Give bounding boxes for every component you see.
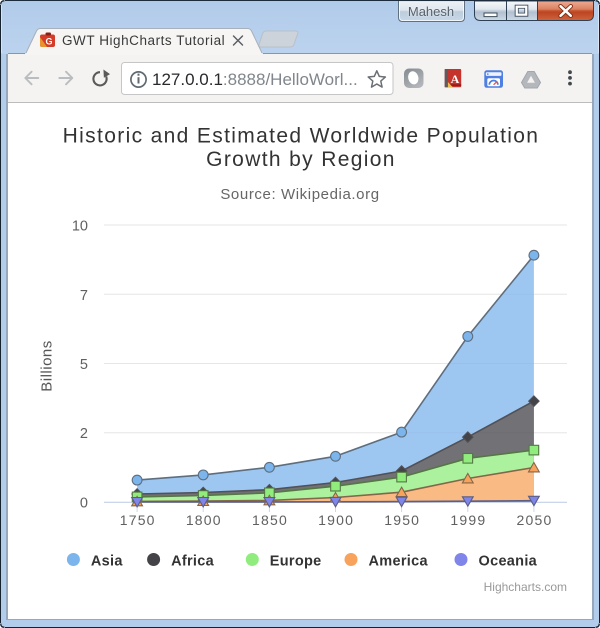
svg-text:1850: 1850: [252, 512, 288, 528]
svg-text:1750: 1750: [120, 512, 156, 528]
svg-text:Oceania: Oceania: [479, 554, 538, 570]
svg-text:Europe: Europe: [270, 554, 322, 570]
svg-text:1900: 1900: [318, 512, 354, 528]
svg-text:1950: 1950: [384, 512, 420, 528]
svg-text:127.0.0.1:8888/HelloWorl...: 127.0.0.1:8888/HelloWorl...: [152, 70, 358, 89]
svg-text:1999: 1999: [450, 512, 486, 528]
svg-text:5: 5: [80, 357, 88, 373]
svg-text:10: 10: [72, 219, 88, 235]
svg-text:0: 0: [80, 496, 88, 512]
svg-text:2: 2: [80, 426, 88, 442]
svg-text:America: America: [369, 554, 429, 570]
svg-text:G: G: [45, 37, 52, 47]
svg-text:GWT HighCharts Tutorial: GWT HighCharts Tutorial: [62, 33, 225, 48]
svg-text:Mahesh: Mahesh: [408, 4, 454, 19]
svg-text:1800: 1800: [186, 512, 222, 528]
svg-text:Source: Wikipedia.org: Source: Wikipedia.org: [220, 186, 379, 203]
svg-text:Billions: Billions: [39, 340, 56, 392]
svg-text:2050: 2050: [517, 512, 553, 528]
svg-text:Asia: Asia: [91, 554, 123, 570]
svg-text:Growth by Region: Growth by Region: [206, 148, 396, 171]
svg-text:7: 7: [80, 288, 88, 304]
svg-text:Africa: Africa: [171, 554, 215, 570]
svg-text:A: A: [451, 72, 460, 86]
svg-text:Highcharts.com: Highcharts.com: [484, 580, 567, 594]
svg-text:Historic and Estimated Worldwi: Historic and Estimated Worldwide Populat…: [63, 125, 540, 148]
